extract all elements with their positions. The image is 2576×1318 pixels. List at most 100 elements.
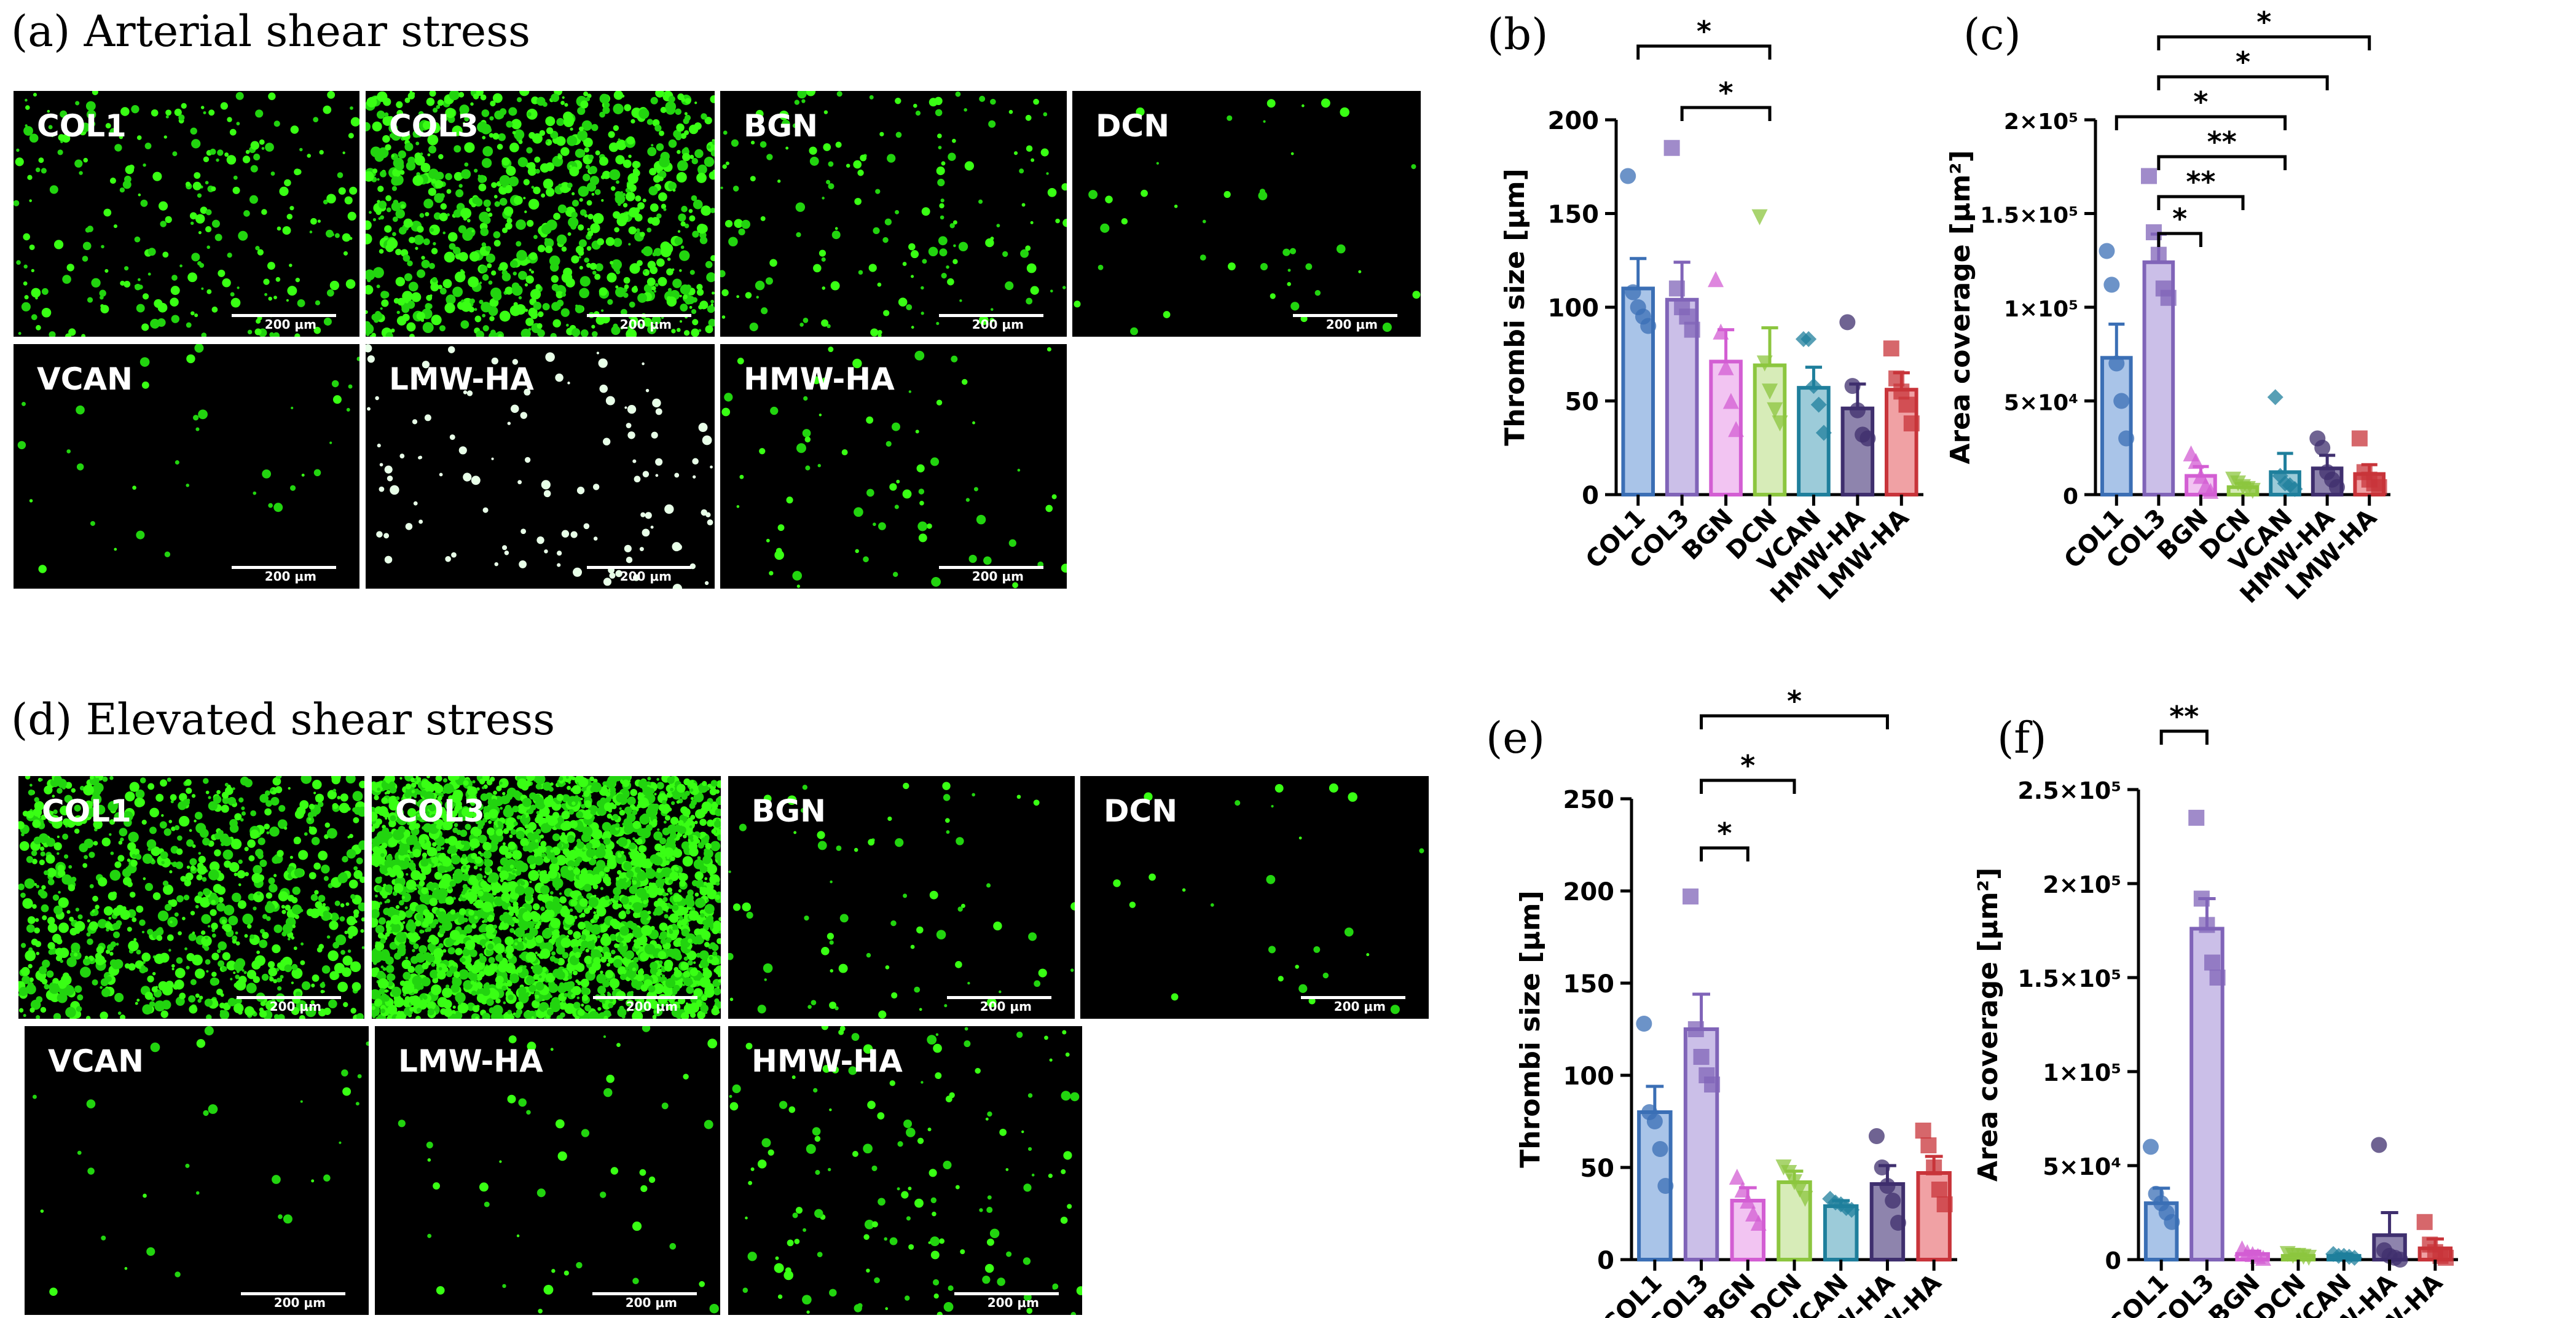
fluorescence-image (366, 344, 713, 589)
fluorescence-image (721, 347, 1067, 589)
scale-bar-label: 200 μm (619, 569, 672, 584)
data-point (1729, 1169, 1745, 1185)
data-point (1868, 1128, 1885, 1144)
data-point (1657, 1178, 1674, 1194)
data-point (1652, 1141, 1668, 1157)
y-axis-label: Area coverage [μm²] (1945, 150, 1976, 464)
data-point (2209, 970, 2226, 986)
micrograph-col1: COL1 200 μm (14, 91, 359, 337)
data-point (2142, 1139, 2159, 1155)
scale-bar (592, 1292, 697, 1295)
data-point (2103, 277, 2120, 293)
data-point (2141, 168, 2158, 184)
scale-bar-label: 200 μm (972, 317, 1024, 332)
data-point (1883, 340, 1899, 357)
data-point (1797, 1191, 1813, 1207)
data-point (1684, 321, 1700, 338)
scale-bar-label: 200 μm (626, 999, 678, 1014)
scale-bar (947, 996, 1051, 999)
data-point (1915, 1123, 1931, 1139)
scale-bar (593, 996, 697, 999)
panel-f-letter: (f) (1997, 713, 2047, 763)
data-point (1640, 318, 1657, 334)
data-point (2244, 482, 2261, 499)
data-point (2351, 430, 2368, 447)
micrograph-hmw-ha: HMW-HA 200 μm (720, 344, 1067, 589)
significance-label: ** (2186, 165, 2215, 198)
y-axis-label: Area coverage [μm²] (1973, 868, 2004, 1182)
data-point (1750, 1215, 1767, 1231)
micrograph-label: DCN (1104, 793, 1178, 829)
micrograph-label: COL3 (395, 793, 485, 829)
panel-d-title: (d) Elevated shear stress (11, 694, 556, 745)
data-point (2164, 1214, 2180, 1230)
data-point (1734, 1182, 1751, 1198)
data-point (1646, 1113, 1663, 1129)
y-tick-label: 5×10⁴ (2043, 1153, 2121, 1180)
data-point (1926, 1159, 1942, 1175)
data-point (2160, 289, 2177, 306)
scale-bar (241, 1292, 345, 1295)
significance-bracket (2157, 195, 2245, 210)
y-tick-label: 0 (1597, 1247, 1614, 1275)
significance-label: * (1697, 15, 1711, 48)
data-point (1781, 1165, 1797, 1181)
micrograph-lmw-ha: LMW-HA 200 μm (375, 1026, 720, 1315)
micrograph-label: BGN (752, 793, 826, 829)
y-tick-label: 100 (1563, 1062, 1615, 1091)
data-point (2287, 481, 2303, 497)
x-tick-label: BGN (1677, 504, 1739, 566)
significance-bracket (1700, 714, 1889, 729)
scale-bar-label: 200 μm (625, 1295, 677, 1310)
significance-label: ** (2207, 125, 2237, 159)
data-point (2371, 1137, 2387, 1153)
scale-bar (1301, 996, 1405, 999)
data-point (2416, 1214, 2433, 1230)
data-point (2438, 1249, 2454, 1266)
y-tick-label: 150 (1563, 970, 1615, 998)
y-axis-label: Thrombi size [μm] (1515, 890, 1546, 1168)
significance-bracket (1700, 779, 1796, 794)
data-point (1885, 1193, 1901, 1209)
data-point (1879, 1178, 1896, 1194)
data-point (2108, 355, 2125, 372)
fluorescence-image (14, 91, 359, 337)
data-point (2314, 439, 2331, 456)
scale-bar (1293, 314, 1397, 317)
data-point (1687, 1021, 1704, 1037)
data-point (1663, 139, 1680, 156)
significance-bracket (2159, 729, 2209, 745)
significance-label: * (2172, 202, 2187, 235)
data-point (1815, 425, 1832, 441)
data-point (1931, 1182, 1947, 1198)
significance-label: * (1717, 817, 1732, 850)
y-tick-label: 0 (1582, 482, 1599, 510)
scale-bar (939, 566, 1043, 569)
significance-label: ** (2169, 700, 2199, 733)
fluorescence-image (18, 776, 364, 1019)
y-tick-label: 0 (2105, 1247, 2121, 1274)
data-point (1625, 284, 1641, 300)
y-tick-label: 2×10⁵ (2004, 109, 2078, 135)
chart-f-area-coverage-elevated: 0 5×10⁴ 1×10⁵ 1.5×10⁵ 2×10⁵ 2.5×10⁵ Area cover… (1973, 700, 2458, 1318)
data-point (2188, 453, 2204, 469)
micrograph-label: BGN (744, 108, 818, 144)
scale-bar-label: 200 μm (980, 999, 1032, 1014)
bar-col1 (2100, 356, 2133, 496)
micrograph-bgn: BGN 200 μm (728, 776, 1075, 1019)
scale-bar-label: 200 μm (264, 317, 316, 332)
micrograph-bgn: BGN 200 μm (720, 91, 1067, 337)
scale-bar-label: 200 μm (273, 1295, 326, 1310)
y-tick-label: 5×10⁴ (2004, 391, 2078, 416)
data-point (2328, 479, 2345, 495)
data-point (1839, 314, 1856, 331)
data-point (1844, 378, 1861, 394)
data-point (1704, 1077, 1721, 1092)
micrograph-dcn: DCN 200 μm (1080, 776, 1429, 1019)
micrograph-label: COL1 (42, 793, 132, 829)
bar-hmw-ha (1840, 406, 1875, 497)
fluorescence-image (372, 776, 721, 1019)
micrograph-label: DCN (1096, 108, 1170, 144)
scale-bar-label: 200 μm (1325, 317, 1378, 332)
